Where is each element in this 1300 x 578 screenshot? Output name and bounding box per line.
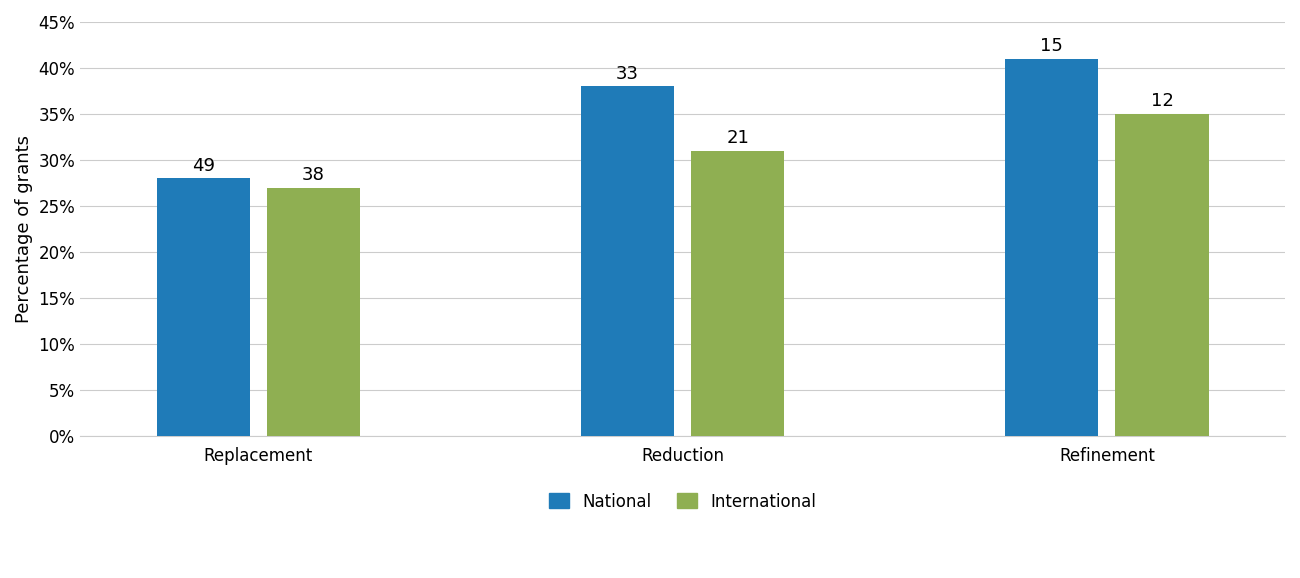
Bar <box>1005 59 1098 436</box>
Bar <box>266 188 360 436</box>
Bar <box>692 151 784 436</box>
Bar <box>156 179 250 436</box>
Legend: National, International: National, International <box>549 492 816 510</box>
Text: 49: 49 <box>191 157 214 175</box>
Text: 12: 12 <box>1150 92 1174 110</box>
Text: 15: 15 <box>1040 37 1063 55</box>
Text: 21: 21 <box>727 129 749 147</box>
Bar <box>1115 114 1209 436</box>
Text: 33: 33 <box>616 65 638 83</box>
Text: 38: 38 <box>302 166 325 184</box>
Bar <box>581 87 675 436</box>
Y-axis label: Percentage of grants: Percentage of grants <box>16 135 32 323</box>
